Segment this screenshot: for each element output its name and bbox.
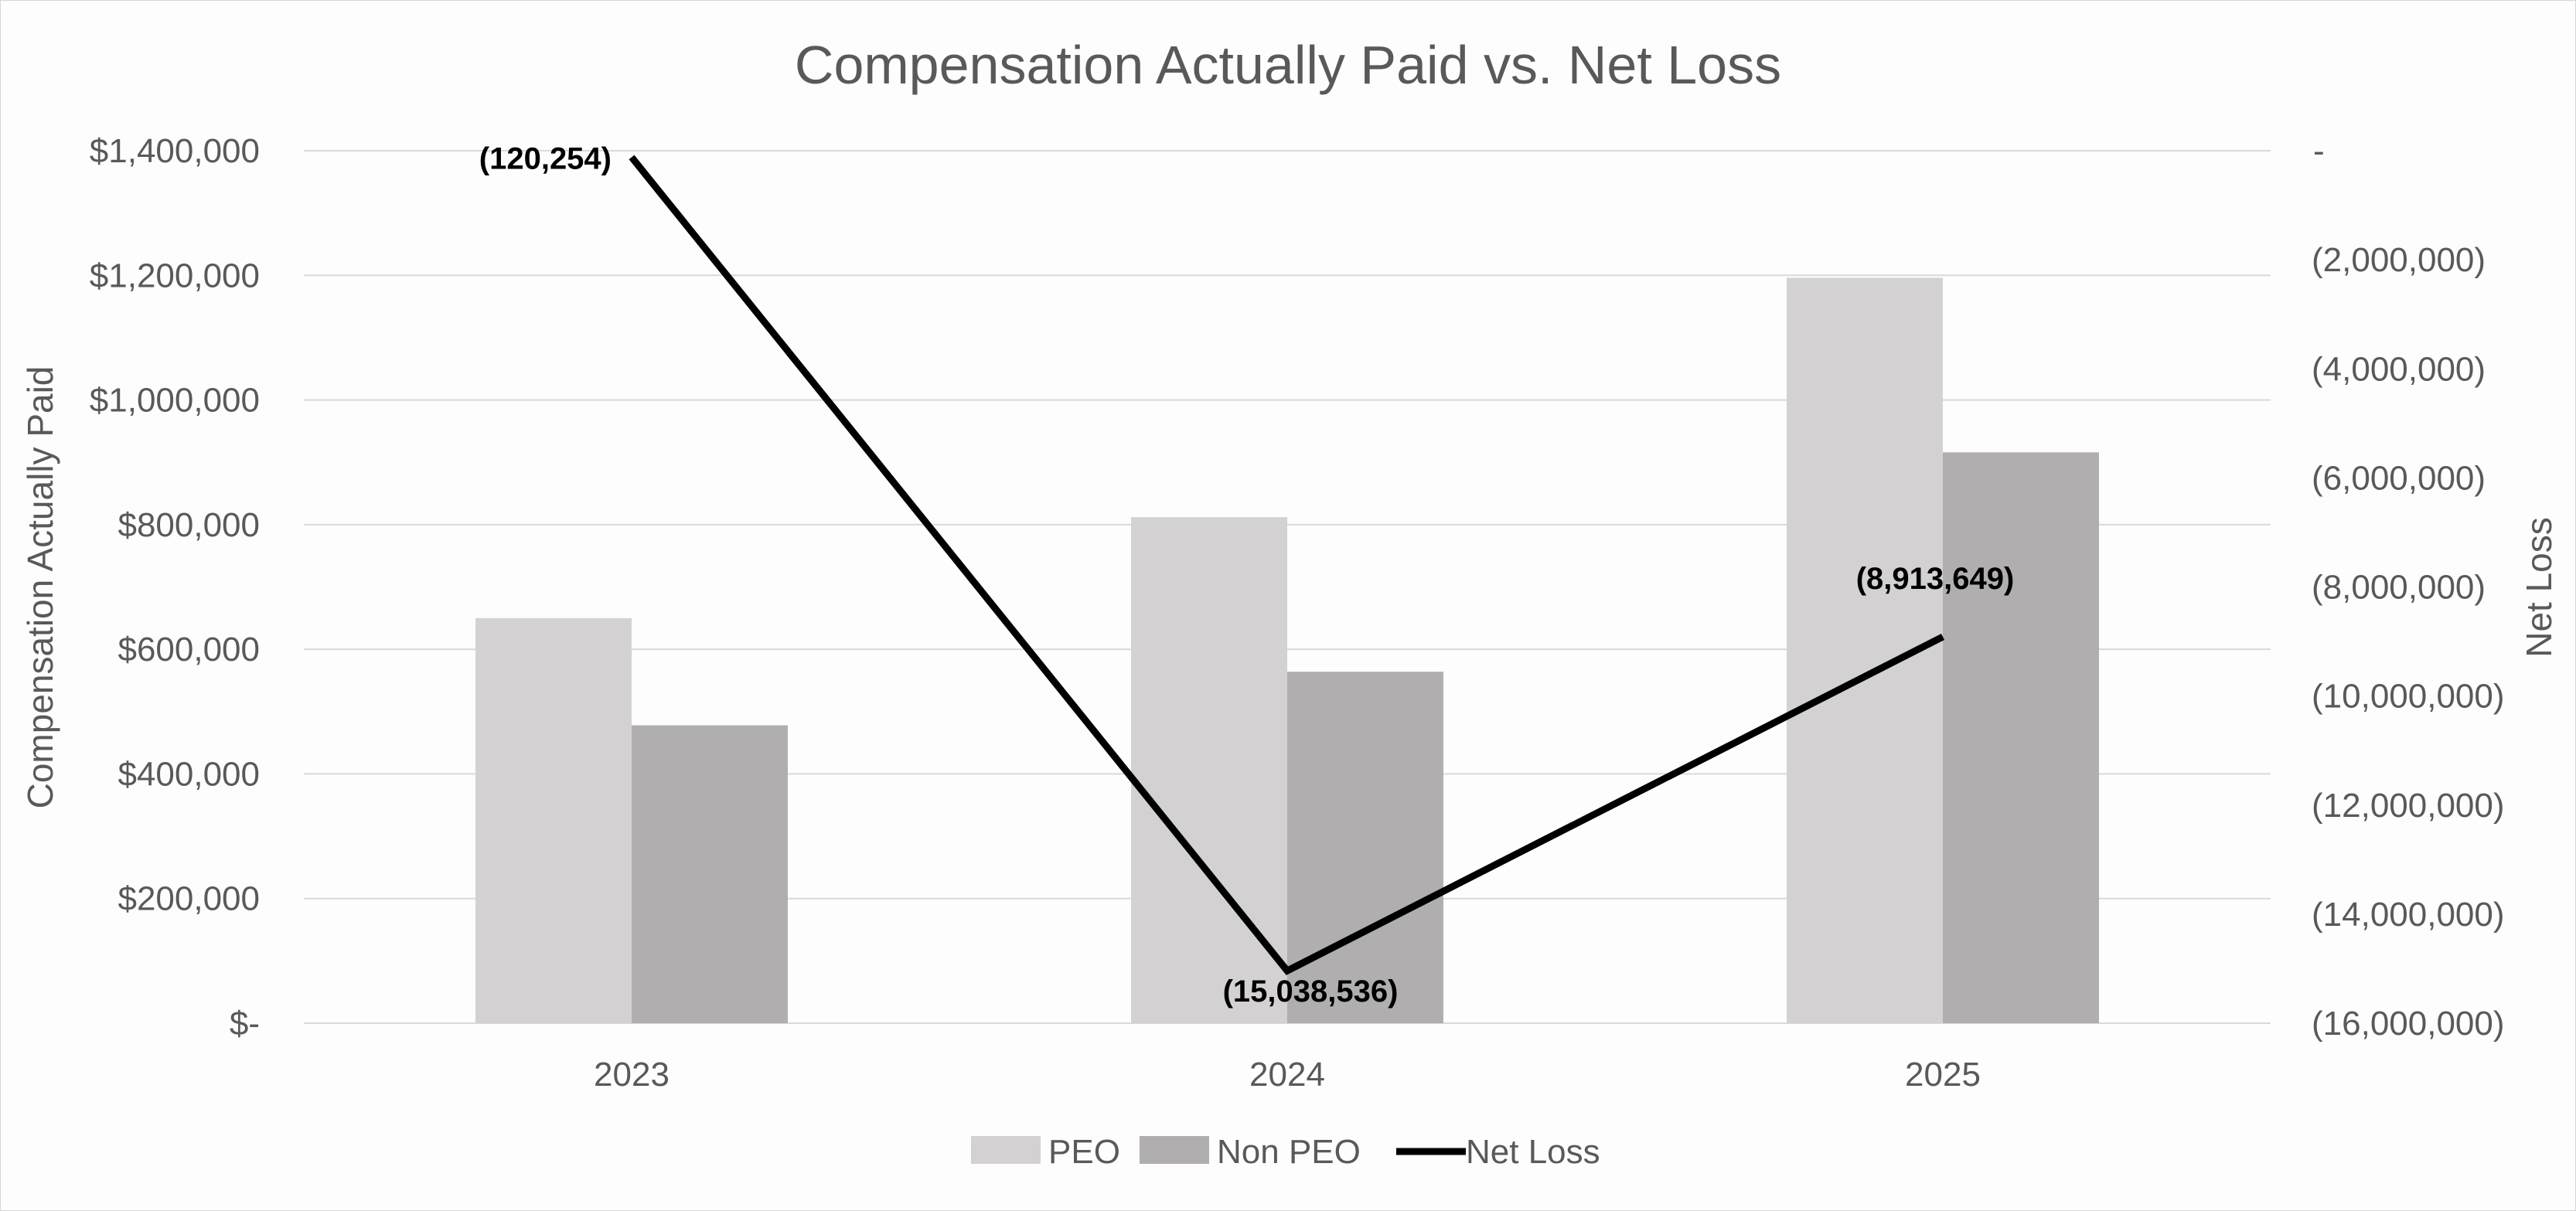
legend-swatch: [971, 1136, 1041, 1164]
bar-non-peo-2023: [632, 725, 788, 1023]
chart-title: Compensation Actually Paid vs. Net Loss: [795, 35, 1781, 95]
left-axis-ticks: $- $200,000 $400,000 $600,000 $800,000 $1,000…: [90, 132, 260, 1043]
right-axis-ticks: - (2,000,000) (4,000,000) (6,000,000) (8,000…: [2312, 132, 2505, 1043]
y2-tick-label: (16,000,000): [2312, 1005, 2505, 1043]
net-loss-line: (120,254) (15,038,536) (8,913,649): [479, 141, 2015, 1009]
y-tick-label: $1,400,000: [90, 132, 260, 170]
legend-swatch: [1140, 1136, 1209, 1164]
x-tick-label: 2023: [594, 1056, 670, 1094]
bar-peo-2024: [1131, 517, 1287, 1023]
y-tick-label: $1,000,000: [90, 382, 260, 420]
y2-tick-label: (4,000,000): [2312, 350, 2486, 388]
bar-non-peo-2024: [1287, 672, 1443, 1023]
y2-tick-label: (10,000,000): [2312, 678, 2505, 716]
legend: PEO Non PEO Net Loss: [971, 1133, 1600, 1171]
bar-non-peo-2025: [1943, 452, 2099, 1023]
y-tick-label: $400,000: [118, 755, 260, 793]
x-axis-ticks: 2023 2024 2025: [594, 1056, 1981, 1094]
net-loss-data-label: (8,913,649): [1856, 562, 2015, 596]
y2-tick-label: -: [2313, 132, 2325, 170]
net-loss-data-label: (15,038,536): [1223, 975, 1399, 1009]
y2-tick-label: (8,000,000): [2312, 569, 2486, 607]
y-tick-label: $200,000: [118, 880, 260, 918]
y2-tick-label: (2,000,000): [2312, 241, 2486, 279]
legend-label: PEO: [1048, 1133, 1120, 1171]
y-tick-label: $800,000: [118, 506, 260, 544]
y-tick-label: $600,000: [118, 631, 260, 668]
bars: [475, 277, 2099, 1023]
legend-label: Net Loss: [1466, 1133, 1600, 1171]
right-axis-title: Net Loss: [2519, 517, 2559, 658]
net-loss-data-label: (120,254): [479, 141, 612, 175]
left-axis-title: Compensation Actually Paid: [20, 366, 60, 809]
legend-label: Non PEO: [1217, 1133, 1361, 1171]
y-tick-label: $1,200,000: [90, 257, 260, 294]
y2-tick-label: (14,000,000): [2312, 896, 2505, 934]
bar-peo-2023: [475, 617, 632, 1023]
y2-tick-label: (6,000,000): [2312, 459, 2486, 497]
y2-tick-label: (12,000,000): [2312, 787, 2505, 825]
x-tick-label: 2025: [1905, 1056, 1981, 1094]
y-tick-label: $-: [230, 1005, 260, 1043]
x-tick-label: 2024: [1249, 1056, 1325, 1094]
net-loss-polyline: [629, 155, 1945, 975]
